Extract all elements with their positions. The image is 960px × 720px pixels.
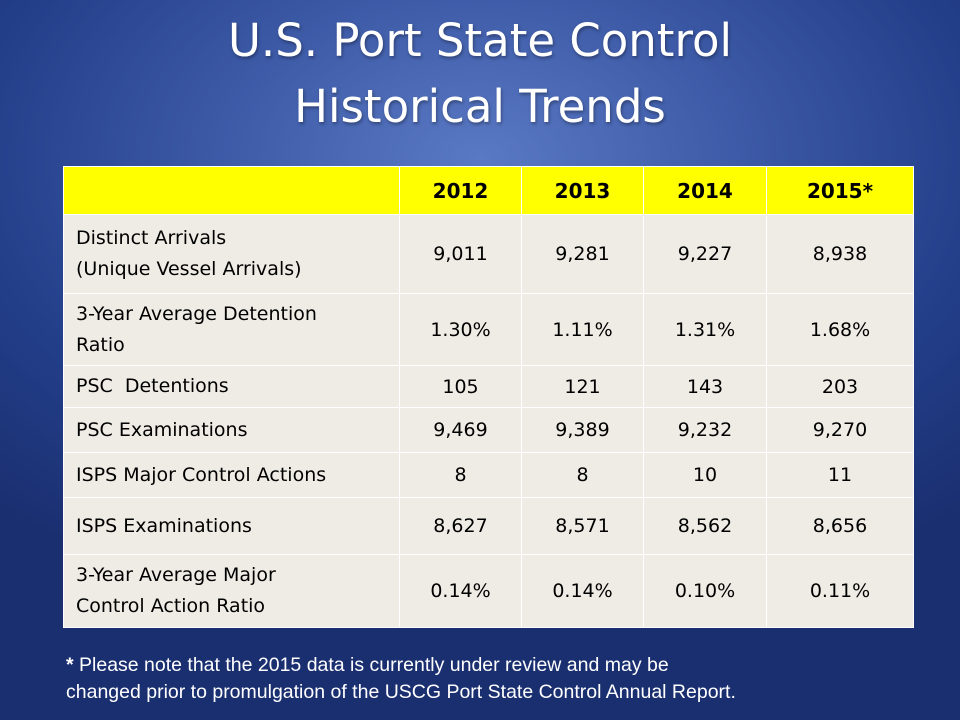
header-cell-2015: 2015* <box>766 166 914 215</box>
table-cell: 10 <box>643 452 767 498</box>
table-cell: 9,270 <box>766 407 914 453</box>
historical-trends-table: 2012 2013 2014 2015* Distinct Arrivals (… <box>63 166 914 628</box>
table-cell: 8 <box>399 452 522 498</box>
row-label: 3-Year Average Major Control Action Rati… <box>63 554 400 628</box>
table-cell: 1.11% <box>521 293 644 366</box>
table-header-row: 2012 2013 2014 2015* <box>63 166 914 215</box>
footnote-line-1: * Please note that the 2015 data is curr… <box>66 654 669 676</box>
table-row: ISPS Examinations 8,627 8,571 8,562 8,65… <box>63 497 914 555</box>
header-cell-2012: 2012 <box>399 166 522 215</box>
table-cell: 121 <box>521 365 644 408</box>
table-cell: 9,011 <box>399 214 522 294</box>
table-cell: 9,232 <box>643 407 767 453</box>
table-cell: 8,571 <box>521 497 644 555</box>
row-label: ISPS Examinations <box>63 497 400 555</box>
table-cell: 1.31% <box>643 293 767 366</box>
table-cell: 1.68% <box>766 293 914 366</box>
table-cell: 8,562 <box>643 497 767 555</box>
table-cell: 8,627 <box>399 497 522 555</box>
table-cell: 9,469 <box>399 407 522 453</box>
row-label: Distinct Arrivals (Unique Vessel Arrival… <box>63 214 400 294</box>
slide-title-line-2: Historical Trends <box>294 80 666 133</box>
row-label: ISPS Major Control Actions <box>63 452 400 498</box>
table-cell: 1.30% <box>399 293 522 366</box>
table-cell: 0.14% <box>521 554 644 628</box>
table-cell: 203 <box>766 365 914 408</box>
row-label: 3-Year Average Detention Ratio <box>63 293 400 366</box>
footnote-line-2: changed prior to promulgation of the USC… <box>66 681 736 703</box>
table-cell: 0.11% <box>766 554 914 628</box>
table-cell: 8,656 <box>766 497 914 555</box>
table-row: ISPS Major Control Actions 8 8 10 11 <box>63 452 914 498</box>
table-cell: 9,281 <box>521 214 644 294</box>
table-cell: 8 <box>521 452 644 498</box>
table-row: PSC Detentions 105 121 143 203 <box>63 365 914 408</box>
table-row: Distinct Arrivals (Unique Vessel Arrival… <box>63 214 914 294</box>
header-cell-blank <box>63 166 400 215</box>
footnote: * Please note that the 2015 data is curr… <box>66 652 946 706</box>
slide-title: U.S. Port State Control Historical Trend… <box>0 8 960 140</box>
table-cell: 0.10% <box>643 554 767 628</box>
table-cell: 9,227 <box>643 214 767 294</box>
table-row: 3-Year Average Detention Ratio 1.30% 1.1… <box>63 293 914 366</box>
footnote-asterisk: * <box>66 654 74 676</box>
table-cell: 105 <box>399 365 522 408</box>
table-cell: 143 <box>643 365 767 408</box>
table-cell: 0.14% <box>399 554 522 628</box>
table-row: 3-Year Average Major Control Action Rati… <box>63 554 914 628</box>
header-cell-2013: 2013 <box>521 166 644 215</box>
table-cell: 9,389 <box>521 407 644 453</box>
table-row: PSC Examinations 9,469 9,389 9,232 9,270 <box>63 407 914 453</box>
table-cell: 11 <box>766 452 914 498</box>
slide-title-line-1: U.S. Port State Control <box>227 14 732 67</box>
row-label: PSC Examinations <box>63 407 400 453</box>
row-label: PSC Detentions <box>63 365 400 408</box>
header-cell-2014: 2014 <box>643 166 767 215</box>
table-cell: 8,938 <box>766 214 914 294</box>
